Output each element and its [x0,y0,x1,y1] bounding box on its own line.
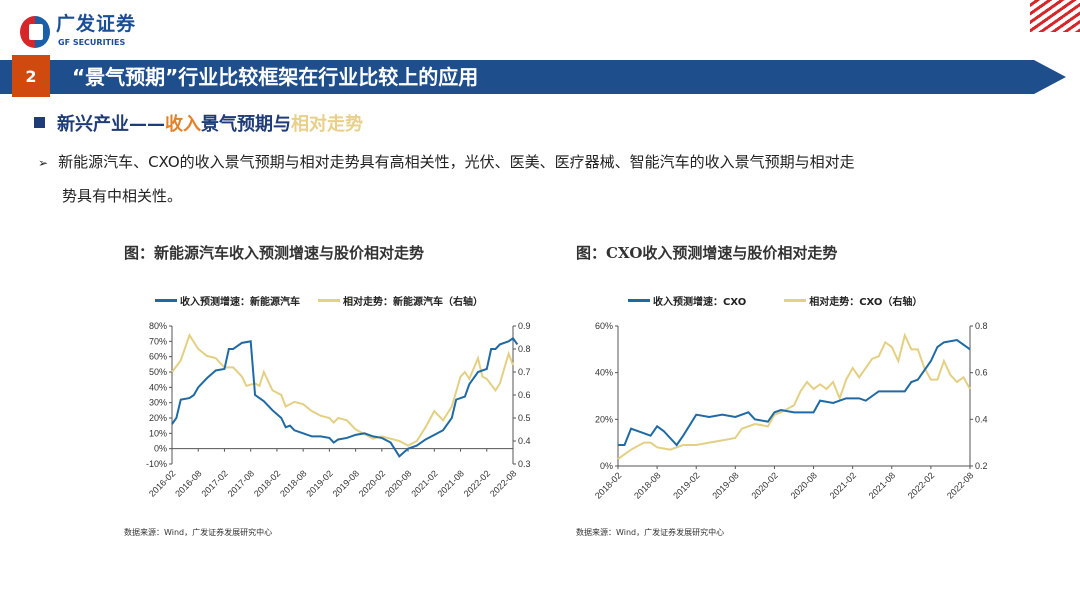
x-tick-label: 2019-08 [331,468,361,498]
y-tick-label-right: 0.6 [518,390,531,400]
y-tick-label-left: 70% [149,336,167,346]
x-tick-label: 2018-08 [632,470,662,500]
x-tick-label: 2018-08 [278,468,308,498]
heading-part: 相对走势 [291,114,363,135]
y-tick-label-left: 30% [149,398,167,408]
x-tick-label: 2020-02 [357,468,387,498]
y-tick-label-left: 80% [149,321,167,331]
legend-label: 相对走势：CXO（右轴） [809,297,923,308]
series-line-relative-trend [171,332,514,447]
bullet-square-icon [34,117,45,128]
x-tick-label: 2016-02 [147,468,177,498]
x-tick-label: 2020-02 [749,470,779,500]
x-tick-label: 2017-08 [226,468,256,498]
series-line-revenue-growth [618,338,971,447]
x-tick-label: 2022-02 [906,470,936,500]
y-tick-label-right: 0.2 [975,461,988,471]
logo-subtext: GF SECURITIES [58,38,126,47]
y-tick-label-left: 20% [595,414,613,424]
chart-title: 图：CXO收入预测增速与股价相对走势 [576,244,838,262]
series-line-relative-trend [617,332,971,460]
x-tick-label: 2018-02 [593,470,623,500]
paragraph-line: 新能源汽车、CXO的收入景气预期与相对走势具有高相关性，光伏、医美、医疗器械、智… [58,153,855,171]
heading-part: 景气预期与 [201,114,291,135]
chart-title: 图：新能源汽车收入预测增速与股价相对走势 [124,244,425,262]
chart-cxo: 0% 20% 40% 60% 0.2 0.4 0.6 0.8 2018-02 2018-08 201… [593,321,988,501]
chart-legend: 收入预测增速：新能源汽车 相对走势：新能源汽车（右轴） [155,296,483,310]
x-tick-label: 2022-02 [462,468,492,498]
y-tick-label-left: 50% [149,367,167,377]
x-tick-label: 2021-02 [409,468,439,498]
x-tick-label: 2018-02 [252,468,282,498]
series-line-revenue-growth [171,336,519,458]
y-tick-label-left: 60% [149,352,167,362]
x-tick-label: 2019-02 [671,470,701,500]
chart-source: 数据来源：Wind，广发证券发展研究中心 [576,528,725,537]
y-tick-label-right: 0.6 [975,368,988,378]
x-tick-label: 2020-08 [789,470,819,500]
y-tick-label-left: 40% [595,368,613,378]
y-tick-label-right: 0.9 [518,321,531,331]
heading-part: 收入 [165,114,201,135]
corner-decoration [1030,0,1080,32]
chart-nev: -10% 0% 10% 20% 30% 40% 50% 60% 70% 80% 0.3 0.4 0.5 0… [146,321,531,499]
y-tick-label-left: 40% [149,382,167,392]
title-bar [0,60,1066,94]
y-tick-label-left: -10% [146,459,167,469]
x-tick-label: 2019-02 [304,468,334,498]
bullet-paragraph: ➢ 新能源汽车、CXO的收入景气预期与相对走势具有高相关性，光伏、医美、医疗器械、… [38,146,1048,213]
y-tick-label-right: 0.4 [518,436,531,446]
y-tick-label-left: 10% [149,428,167,438]
section-heading: 新兴产业——收入景气预期与相对走势 [34,113,363,137]
legend-label: 相对走势：新能源汽车（右轴） [343,297,483,308]
y-tick-label-right: 0.3 [518,459,531,469]
y-tick-label-right: 0.7 [518,367,531,377]
legend-swatch [318,299,340,302]
legend-label: 收入预测增速：新能源汽车 [180,297,300,308]
legend-label: 收入预测增速：CXO [653,297,747,308]
y-tick-label-right: 0.5 [518,413,531,423]
slide-title: “景气预期”行业比较框架在行业比较上的应用 [72,65,479,89]
y-tick-label-left: 0% [600,461,613,471]
y-tick-label-left: 20% [149,413,167,423]
y-tick-label-right: 0.8 [518,344,531,354]
y-tick-label-left: 0% [154,444,167,454]
legend-swatch [155,299,177,302]
x-tick-label: 2021-08 [436,468,466,498]
y-tick-label-right: 0.4 [975,414,988,424]
logo-text: 广发证券 [56,13,137,35]
x-tick-label: 2021-02 [828,470,858,500]
x-tick-label: 2022-08 [945,470,975,500]
y-tick-label-left: 60% [595,321,613,331]
paragraph-line: 势具有中相关性。 [62,187,183,205]
x-tick-label: 2017-02 [199,468,229,498]
x-tick-label: 2019-08 [710,470,740,500]
x-tick-label: 2016-08 [173,468,203,498]
chart-source: 数据来源：Wind，广发证券发展研究中心 [124,528,273,537]
x-tick-label: 2020-08 [383,468,413,498]
x-tick-label: 2021-08 [867,470,897,500]
legend-swatch [784,299,807,302]
heading-part: 新兴产业—— [57,114,165,135]
legend-swatch [628,299,650,302]
x-tick-label: 2022-08 [488,468,518,498]
logo-icon [20,16,50,48]
y-tick-label-right: 0.8 [975,321,988,331]
section-number: 2 [12,55,50,97]
arrow-bullet-icon: ➢ [38,156,49,170]
chart-legend: 收入预测增速：CXO 相对走势：CXO（右轴） [628,296,922,310]
